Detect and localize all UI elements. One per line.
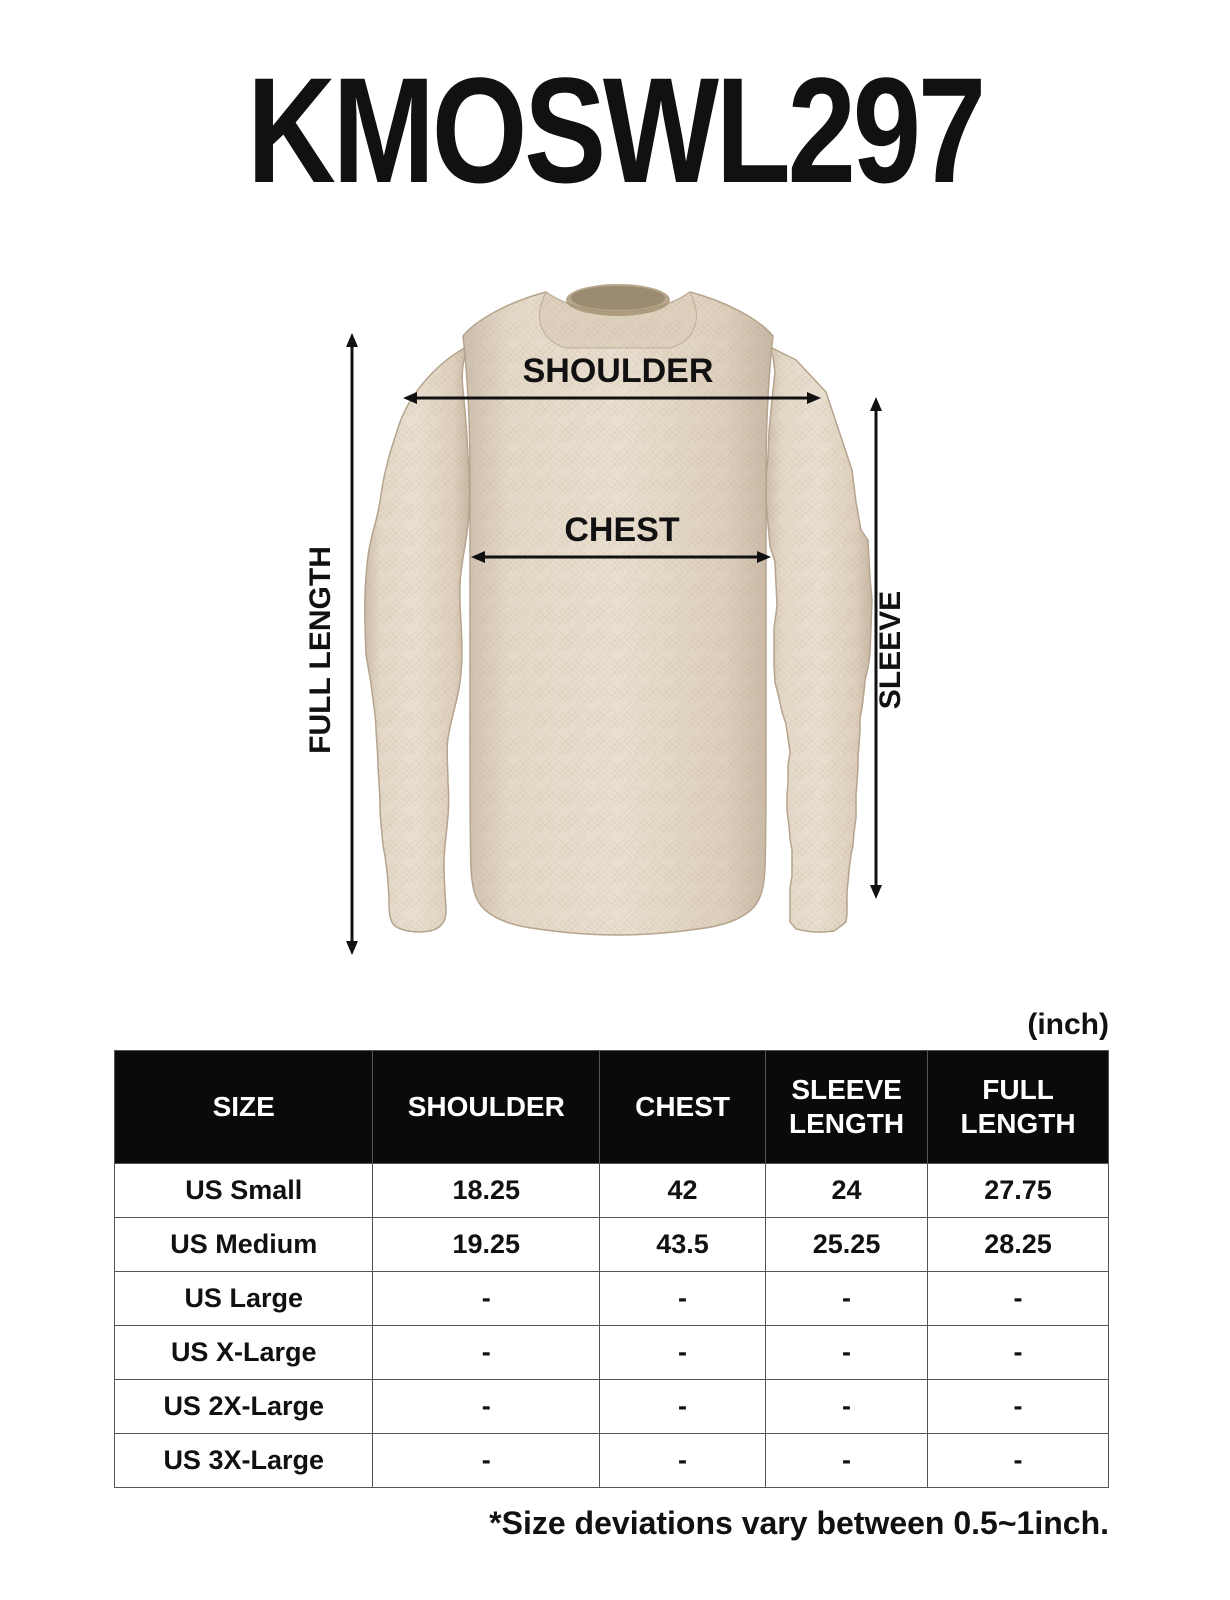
svg-text:CHEST: CHEST — [564, 511, 679, 549]
svg-text:SLEEVE: SLEEVE — [874, 591, 907, 709]
svg-text:SHOULDER: SHOULDER — [523, 352, 714, 390]
svg-text:FULL LENGTH: FULL LENGTH — [304, 546, 337, 754]
